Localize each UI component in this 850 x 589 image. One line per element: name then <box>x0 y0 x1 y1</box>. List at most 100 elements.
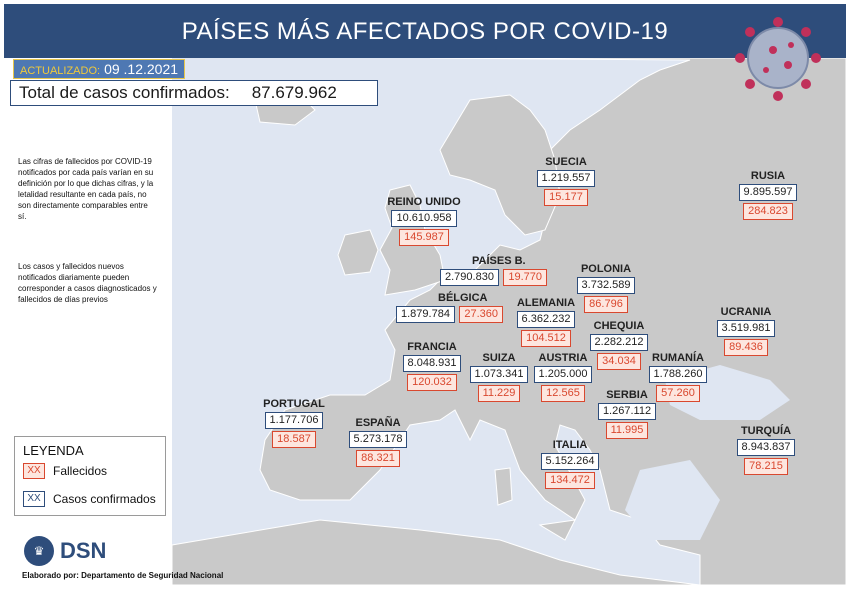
country-deaths: 104.512 <box>521 330 571 347</box>
updated-date: 09 .12.2021 <box>104 61 179 77</box>
country-francia: FRANCIA 8.048.931 120.032 <box>392 341 472 391</box>
logo-text: DSN <box>60 538 107 563</box>
country-espana: ESPAÑA 5.273.178 88.321 <box>336 417 420 467</box>
country-name: ITALIA <box>552 439 588 451</box>
total-cases-box: Total de casos confirmados: 87.679.962 <box>10 80 378 106</box>
country-cases: 2.282.212 <box>589 334 649 351</box>
country-deaths: 19.770 <box>503 269 548 286</box>
country-ucrania: UCRANIA 3.519.981 89.436 <box>714 306 778 356</box>
country-belgica: BÉLGICA 1.879.784 27.360 <box>396 292 512 323</box>
country-deaths: 12.565 <box>541 385 585 402</box>
country-name: REINO UNIDO <box>387 196 461 208</box>
legend-swatch-cases: XX <box>23 491 45 507</box>
note-deaths-definition: Las cifras de fallecidos por COVID-19 no… <box>18 157 154 221</box>
country-deaths: 120.032 <box>407 374 457 391</box>
country-serbia: SERBIA 1.267.112 11.995 <box>590 389 664 439</box>
country-rumania: RUMANÍA 1.788.260 57.260 <box>640 352 716 402</box>
country-cases: 1.788.260 <box>648 366 708 383</box>
country-reino-unido: REINO UNIDO 10.610.958 145.987 <box>382 196 466 246</box>
country-cases: 3.732.589 <box>576 277 636 294</box>
country-cases: 1.177.706 <box>264 412 324 429</box>
country-deaths: 15.177 <box>544 189 588 206</box>
country-deaths: 78.215 <box>744 458 788 475</box>
country-name: UCRANIA <box>720 306 772 318</box>
country-portugal: PORTUGAL 1.177.706 18.587 <box>246 398 342 448</box>
country-chequia: CHEQUIA 2.282.212 34.034 <box>586 320 652 370</box>
land-sardinia <box>494 467 513 506</box>
country-cases: 3.519.981 <box>716 320 776 337</box>
legend-row-cases: XX Casos confirmados <box>23 491 156 507</box>
country-italia: ITALIA 5.152.264 134.472 <box>534 439 606 489</box>
country-name: ESPAÑA <box>355 417 401 429</box>
page-title: PAÍSES MÁS AFECTADOS POR COVID-19 <box>181 18 669 45</box>
country-cases: 5.152.264 <box>540 453 600 470</box>
country-name: SUECIA <box>545 156 587 168</box>
country-name: TURQUÍA <box>740 425 792 437</box>
land-ireland <box>337 229 379 276</box>
country-deaths: 18.587 <box>272 431 316 448</box>
country-deaths: 11.229 <box>477 385 521 402</box>
dsn-logo: ♛ DSN <box>24 536 106 566</box>
country-deaths: 34.034 <box>597 353 641 370</box>
country-deaths: 27.360 <box>459 306 504 323</box>
note-daily-reports: Los casos y fallecidos nuevos notificado… <box>18 262 157 304</box>
country-turquia: TURQUÍA 8.943.837 78.215 <box>726 425 806 475</box>
land-sicily <box>538 519 576 541</box>
country-cases: 10.610.958 <box>391 210 457 227</box>
country-cases: 1.219.557 <box>536 170 596 187</box>
country-deaths: 11.995 <box>605 422 649 439</box>
land-north-africa <box>171 519 701 586</box>
country-deaths: 134.472 <box>545 472 595 489</box>
country-deaths: 89.436 <box>724 339 768 356</box>
country-alemania: ALEMANIA 6.362.232 104.512 <box>512 297 580 347</box>
land-scandinavia <box>439 94 561 236</box>
country-name: PAÍSES B. <box>472 255 526 267</box>
header-bar: PAÍSES MÁS AFECTADOS POR COVID-19 <box>4 4 846 58</box>
country-deaths: 145.987 <box>399 229 449 246</box>
country-polonia: POLONIA 3.732.589 86.796 <box>566 263 646 313</box>
country-cases: 1.205.000 <box>533 366 593 383</box>
country-paises-bajos: PAÍSES B. 2.790.830 19.770 <box>440 255 550 286</box>
virus-illustration <box>735 17 821 101</box>
country-name: CHEQUIA <box>593 320 645 332</box>
updated-label: ACTUALIZADO: <box>20 65 101 77</box>
country-name: FRANCIA <box>407 341 457 353</box>
country-name: AUSTRIA <box>538 352 588 364</box>
legend-label-cases: Casos confirmados <box>53 492 156 506</box>
legend-row-deaths: XX Fallecidos <box>23 463 107 479</box>
country-cases: 1.879.784 <box>396 306 455 323</box>
country-name: SERBIA <box>606 389 648 401</box>
aegean-sea <box>625 460 720 540</box>
country-cases: 8.943.837 <box>736 439 796 456</box>
total-cases-label: Total de casos confirmados: <box>19 83 230 102</box>
country-deaths: 86.796 <box>584 296 628 313</box>
country-deaths: 57.260 <box>656 385 700 402</box>
dsn-logo-icon: ♛ <box>24 536 54 566</box>
country-cases: 2.790.830 <box>440 269 499 286</box>
country-cases: 5.273.178 <box>348 431 408 448</box>
country-name: PORTUGAL <box>263 398 325 410</box>
country-deaths: 284.823 <box>743 203 793 220</box>
country-name: POLONIA <box>580 263 632 275</box>
legend-label-deaths: Fallecidos <box>53 464 108 478</box>
country-suecia: SUECIA 1.219.557 15.177 <box>530 156 602 206</box>
country-cases: 6.362.232 <box>516 311 576 328</box>
legend: LEYENDA XX Fallecidos XX Casos confirmad… <box>14 436 166 516</box>
country-name: RUMANÍA <box>652 352 704 364</box>
country-cases: 9.895.597 <box>738 184 798 201</box>
country-deaths: 88.321 <box>356 450 400 467</box>
country-name: SUIZA <box>482 352 516 364</box>
legend-title: LEYENDA <box>23 443 84 458</box>
country-name: RUSIA <box>750 170 786 182</box>
country-austria: AUSTRIA 1.205.000 12.565 <box>528 352 598 402</box>
credit: Elaborado por: Departamento de Seguridad… <box>22 571 224 580</box>
country-cases: 1.267.112 <box>597 403 657 420</box>
country-suiza: SUIZA 1.073.341 11.229 <box>464 352 534 402</box>
legend-swatch-deaths: XX <box>23 463 45 479</box>
updated-badge: ACTUALIZADO: 09 .12.2021 <box>13 59 186 79</box>
country-cases: 8.048.931 <box>402 355 462 372</box>
total-cases-value: 87.679.962 <box>251 83 337 102</box>
country-rusia: RUSIA 9.895.597 284.823 <box>728 170 808 220</box>
country-cases: 1.073.341 <box>469 366 529 383</box>
